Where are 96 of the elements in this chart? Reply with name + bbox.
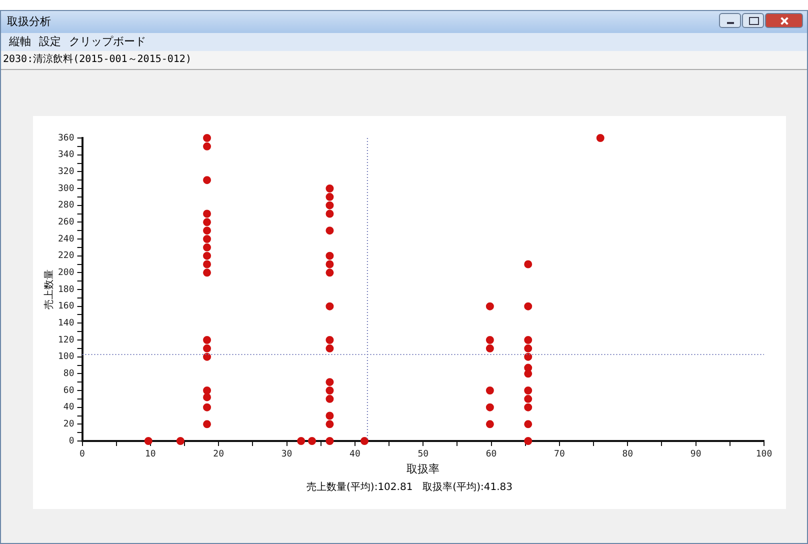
point: [326, 302, 334, 310]
point: [203, 420, 212, 428]
chart-title: 2030:清涼飲料(2015-001～2015-012): [1, 51, 807, 70]
y-tick-label: 180: [58, 284, 74, 295]
point: [203, 218, 212, 226]
point: [486, 403, 494, 412]
y-tick-label: 40: [63, 402, 74, 413]
point: [203, 386, 212, 394]
point: [326, 184, 334, 192]
text: 取扱分析: [7, 15, 51, 28]
point: [486, 386, 494, 394]
point: [326, 210, 334, 218]
point: [326, 378, 334, 386]
point: [326, 268, 334, 277]
point: [203, 393, 212, 402]
y-tick-label: 240: [58, 234, 74, 244]
x-tick-label: 70: [554, 450, 565, 460]
point: [524, 386, 532, 394]
point: [308, 437, 316, 445]
point: [326, 394, 334, 403]
x-tick-label: 20: [213, 450, 224, 460]
x-tick-label: 60: [486, 450, 497, 460]
point: [326, 386, 334, 394]
point: [524, 394, 532, 403]
y-tick-label: 0: [68, 436, 74, 446]
point: [524, 336, 532, 344]
point: [203, 344, 212, 352]
point: [203, 210, 212, 218]
point: [326, 412, 334, 420]
y-tick-label: 100: [58, 352, 74, 362]
x-tick-label: 30: [281, 450, 292, 460]
text: 設定: [39, 35, 61, 48]
y-tick-label: 140: [58, 318, 74, 329]
y-axis-title: 売上数量: [42, 270, 55, 310]
text: 縦軸: [9, 35, 31, 48]
point: [326, 226, 334, 235]
point: [203, 142, 212, 150]
y-tick-label: 340: [58, 150, 74, 160]
point: [524, 420, 532, 428]
point: [326, 420, 334, 428]
point: [360, 437, 368, 445]
y-tick-label: 280: [58, 200, 74, 211]
point: [524, 260, 532, 268]
x-tick-label: 50: [418, 450, 429, 460]
point: [596, 134, 604, 142]
x-axis-title: 取扱率: [406, 462, 440, 476]
point: [203, 176, 212, 184]
point: [203, 243, 212, 252]
y-tick-label: 120: [58, 335, 74, 346]
y-tick-label: 300: [58, 184, 74, 194]
point: [486, 336, 494, 344]
point: [326, 336, 334, 344]
point: [486, 344, 494, 352]
point: [203, 260, 212, 268]
y-tick-label: 20: [63, 420, 74, 430]
point: [326, 344, 334, 352]
y-tick-label: 200: [58, 268, 74, 278]
x-tick-label: 100: [756, 450, 772, 460]
point: [524, 344, 532, 352]
y-tick-label: 260: [58, 218, 74, 228]
point: [486, 420, 494, 428]
point: [326, 192, 334, 201]
point: [326, 252, 334, 260]
y-tick-label: 320: [58, 167, 74, 178]
point: [326, 260, 334, 268]
x-tick-label: 90: [690, 450, 702, 460]
text: 売上数量(平均):102.81 取扱率(平均):41.83: [306, 480, 514, 494]
point: [524, 437, 532, 445]
x-tick-label: 0: [80, 450, 85, 460]
text: クリップボード: [69, 35, 146, 48]
y-tick-label: 360: [58, 133, 74, 144]
x-tick-label: 10: [145, 450, 156, 460]
point: [297, 437, 306, 445]
y-tick-label: 160: [58, 302, 74, 312]
point: [524, 403, 532, 412]
point: [524, 370, 532, 378]
point: [203, 226, 212, 235]
point: [524, 352, 532, 361]
point: [203, 403, 212, 412]
y-tick-label: 220: [58, 251, 74, 262]
x-tick-label: 80: [622, 450, 634, 460]
point: [203, 134, 212, 142]
point: [144, 437, 152, 445]
point: [203, 268, 212, 277]
point: [203, 235, 212, 243]
point: [203, 336, 212, 344]
point: [326, 437, 334, 445]
point: [203, 352, 212, 361]
y-tick-label: 60: [63, 386, 74, 396]
point: [326, 201, 334, 210]
point: [524, 302, 532, 310]
point: [176, 437, 184, 445]
y-tick-label: 80: [63, 369, 74, 380]
x-tick-label: 40: [350, 450, 360, 460]
point: [486, 302, 494, 310]
point: [203, 252, 212, 260]
